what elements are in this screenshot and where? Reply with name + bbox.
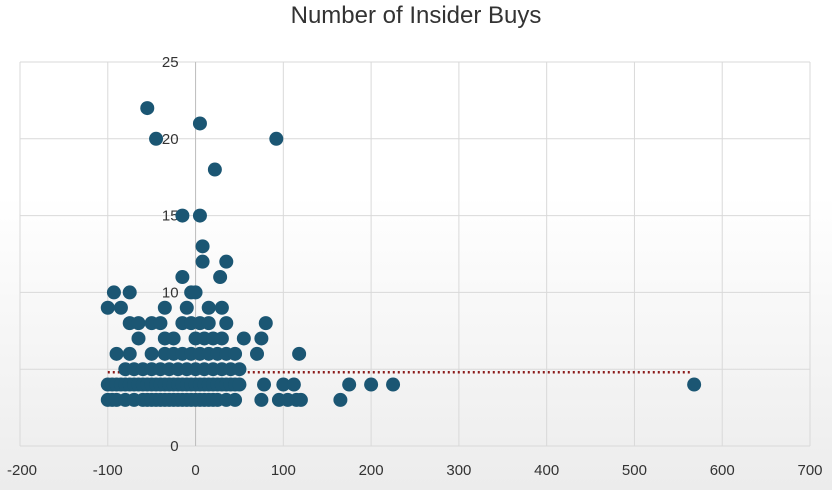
data-point (292, 346, 307, 361)
data-point (175, 270, 190, 285)
data-point (109, 346, 124, 361)
data-point (687, 377, 702, 392)
data-point (192, 116, 207, 131)
data-point (286, 377, 301, 392)
data-point (192, 208, 207, 223)
y-tick-label: 20 (162, 131, 179, 148)
x-tick-label: 300 (446, 462, 471, 479)
x-tick-label: -100 (93, 462, 123, 479)
data-point (276, 377, 291, 392)
data-point (219, 316, 234, 331)
x-tick-label: 400 (534, 462, 559, 479)
x-tick-label: 200 (359, 462, 384, 479)
data-point (195, 239, 210, 254)
data-point (364, 377, 379, 392)
x-tick-label: 500 (622, 462, 647, 479)
data-point (122, 285, 137, 300)
data-point (213, 270, 228, 285)
data-point (149, 131, 164, 146)
data-point (386, 377, 401, 392)
data-point (188, 285, 203, 300)
data-point (131, 316, 146, 331)
data-point (106, 285, 121, 300)
data-point (228, 392, 243, 407)
data-point (232, 362, 247, 377)
axis-tick-labels: -200-10001002003004005006007000510152025 (7, 54, 823, 479)
data-point (236, 331, 251, 346)
data-point (250, 346, 264, 361)
data-point (293, 392, 308, 407)
x-tick-label: 0 (191, 462, 199, 479)
data-point (179, 300, 194, 315)
data-point (257, 377, 272, 392)
data-point (166, 331, 181, 346)
data-points (100, 101, 702, 407)
data-point (342, 377, 357, 392)
chart-title: Number of Insider Buys (290, 2, 542, 29)
data-point (131, 331, 146, 346)
y-tick-label: 25 (162, 54, 179, 71)
y-tick-label: 15 (162, 208, 179, 225)
data-point (258, 316, 273, 331)
data-point (140, 101, 155, 116)
data-point (157, 300, 172, 315)
data-point (214, 300, 229, 315)
data-point (201, 300, 216, 315)
data-point (219, 254, 234, 269)
data-point (214, 331, 229, 346)
data-point (175, 208, 190, 223)
data-point (269, 131, 284, 146)
y-tick-label: 0 (170, 438, 178, 455)
x-tick-label: 700 (797, 462, 822, 479)
x-tick-label: 100 (271, 462, 296, 479)
data-point (100, 300, 115, 315)
x-tick-label: 600 (710, 462, 735, 479)
data-point (333, 392, 348, 407)
data-point (207, 162, 222, 177)
data-point (195, 254, 210, 269)
data-point (254, 331, 269, 346)
data-point (232, 377, 247, 392)
data-point (228, 346, 243, 361)
data-point (201, 316, 216, 331)
data-point (153, 316, 168, 331)
data-point (144, 346, 159, 361)
data-point (254, 392, 269, 407)
data-point (113, 300, 128, 315)
x-tick-label: -200 (7, 462, 37, 479)
data-point (122, 346, 137, 361)
y-tick-label: 10 (162, 284, 179, 301)
